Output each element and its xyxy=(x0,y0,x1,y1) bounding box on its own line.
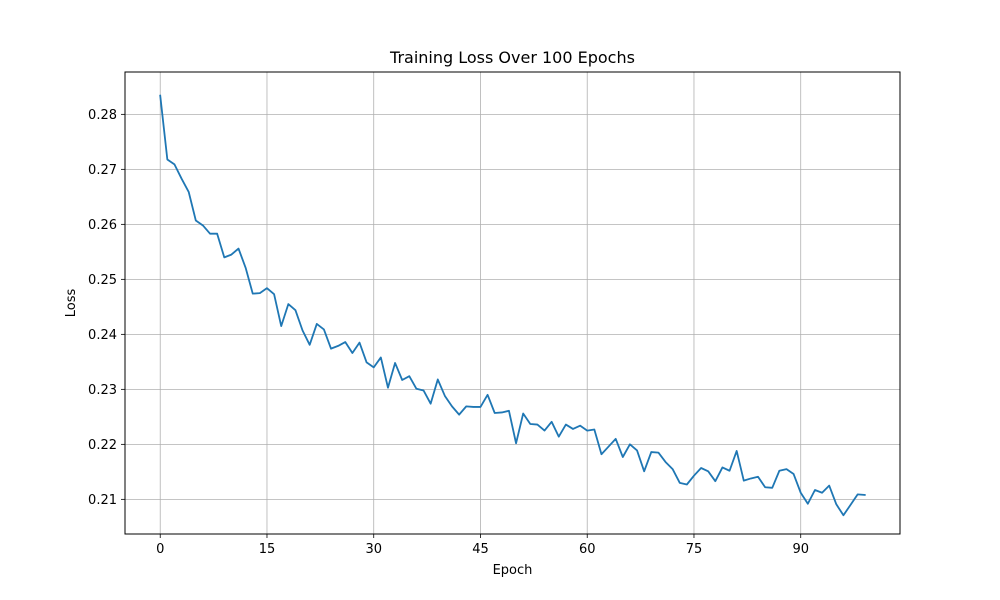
x-tick-label: 75 xyxy=(686,542,703,557)
x-tick-label: 0 xyxy=(156,542,164,557)
y-tick-label: 0.24 xyxy=(88,328,117,343)
chart-title: Training Loss Over 100 Epochs xyxy=(389,48,635,67)
loss-series-line xyxy=(159,94,866,517)
y-tick-label: 0.22 xyxy=(88,438,117,453)
y-tick-label: 0.26 xyxy=(88,218,117,233)
y-tick-label: 0.27 xyxy=(88,163,117,178)
y-tick-label: 0.28 xyxy=(88,108,117,123)
x-tick-label: 15 xyxy=(259,542,276,557)
x-tick-label: 90 xyxy=(792,542,809,557)
y-axis-label: Loss xyxy=(64,289,79,318)
x-axis-label: Epoch xyxy=(493,563,533,578)
y-tick-label: 0.21 xyxy=(88,493,117,508)
y-tick-label: 0.25 xyxy=(88,273,117,288)
y-tick-label: 0.23 xyxy=(88,383,117,398)
axis-ticks: 0 15 30 45 60 75 90 0.21 0.22 0.23 0.24 0.25 0.26 0.2… xyxy=(88,108,809,557)
plot-area-frame xyxy=(124,71,901,535)
x-tick-label: 45 xyxy=(472,542,489,557)
x-tick-label: 30 xyxy=(365,542,382,557)
x-tick-label: 60 xyxy=(579,542,596,557)
grid xyxy=(125,72,900,534)
